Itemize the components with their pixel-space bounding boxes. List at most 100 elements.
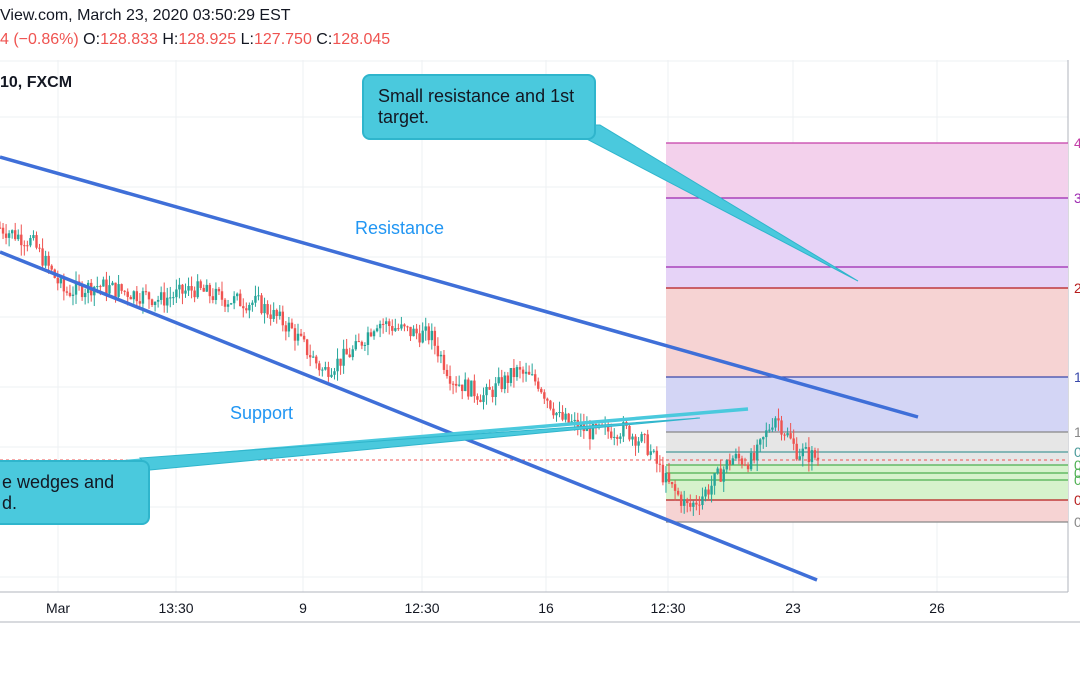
candle-body <box>521 369 525 374</box>
candle-body <box>804 447 808 449</box>
candle-body <box>308 355 312 358</box>
candle-body <box>415 328 418 334</box>
candle-body <box>153 301 157 306</box>
candle-body <box>482 395 485 402</box>
candle-body <box>418 333 421 343</box>
candle-body <box>62 278 66 292</box>
candle-body <box>430 330 434 341</box>
fib-level-label: 0 <box>1074 457 1080 473</box>
candle-body <box>144 291 148 293</box>
candle-body <box>719 468 722 482</box>
candle-body <box>381 323 385 325</box>
fib-zone <box>666 473 1068 480</box>
candle-body <box>117 284 120 297</box>
candle-body <box>667 472 671 482</box>
candle-body <box>126 291 129 297</box>
symbol-label: 10, FXCM <box>0 74 73 91</box>
callout-resistance-target[interactable]: Small resistance and 1st target. <box>362 74 596 140</box>
candle-body <box>141 291 145 304</box>
candle-body <box>679 494 683 506</box>
candle-body <box>129 296 132 300</box>
candle-body <box>287 322 291 332</box>
candle-body <box>384 321 388 325</box>
candle-body <box>229 303 233 305</box>
resistance-trendline <box>0 155 919 419</box>
candle-body <box>80 284 84 298</box>
open-value: 128.833 <box>100 31 158 48</box>
candle-body <box>275 309 278 317</box>
candle-body <box>695 502 698 505</box>
candle-body <box>743 464 747 466</box>
candle-body <box>783 434 786 436</box>
candle-body <box>445 369 449 377</box>
candle-body <box>318 363 321 371</box>
candle-body <box>391 326 394 331</box>
candle-body <box>740 458 744 465</box>
candle-body <box>83 292 87 298</box>
callout-wedges[interactable]: e wedges and d. <box>0 460 150 525</box>
candle-body <box>281 311 285 326</box>
close-value: 128.045 <box>332 31 391 48</box>
candle-body <box>315 356 318 364</box>
candle-body <box>269 314 272 319</box>
candle-body <box>245 308 248 311</box>
candle-body <box>226 304 230 307</box>
candle-body <box>138 301 142 304</box>
candle-body <box>461 384 464 392</box>
candle-body <box>506 375 510 383</box>
candle-body <box>333 371 336 375</box>
x-tick-label: 9 <box>299 600 307 616</box>
candle-body <box>813 450 817 458</box>
candle-body <box>394 328 397 331</box>
candle-body <box>616 436 619 439</box>
candle-body <box>567 413 570 423</box>
candle-body <box>628 425 631 440</box>
candle-body <box>670 481 674 485</box>
candle-body <box>722 469 725 482</box>
candle-body <box>56 277 59 284</box>
candle-body <box>810 450 814 463</box>
candle-body <box>360 341 364 346</box>
candle-body <box>755 444 759 461</box>
candle-body <box>324 367 327 370</box>
candle-body <box>412 328 415 337</box>
candle-body <box>74 281 78 295</box>
candle-body <box>166 297 169 306</box>
candle-body <box>187 286 190 291</box>
candle-body <box>50 265 53 270</box>
candle-body <box>652 450 655 452</box>
candle-body <box>375 328 379 332</box>
candle-body <box>108 285 111 294</box>
candle-body <box>178 284 181 290</box>
candle-body <box>205 284 208 292</box>
candle-body <box>354 341 357 350</box>
candle-body <box>689 503 692 507</box>
support-label[interactable]: Support <box>230 403 294 423</box>
candle-body <box>232 296 236 304</box>
candle-body <box>555 412 558 416</box>
candle-body <box>503 375 506 390</box>
candle-body <box>655 450 659 464</box>
candle-body <box>159 292 163 300</box>
candle-body <box>302 335 306 340</box>
x-tick-label: 16 <box>538 600 554 616</box>
candle-body <box>312 356 315 358</box>
candle-body <box>14 230 17 240</box>
candle-body <box>284 325 288 332</box>
candle-body <box>540 388 543 393</box>
candle-body <box>433 330 437 346</box>
resistance-label[interactable]: Resistance <box>355 218 445 238</box>
candle-body <box>518 367 522 370</box>
candle-body <box>409 326 412 337</box>
candle-body <box>35 235 38 248</box>
candle-body <box>573 419 576 422</box>
candle-body <box>454 383 458 386</box>
candle-body <box>676 490 680 495</box>
candle-body <box>266 304 269 315</box>
candle-body <box>436 345 440 357</box>
candle-body <box>71 294 75 296</box>
candle-body <box>357 341 361 343</box>
candle-body <box>202 287 205 292</box>
candle-body <box>795 443 798 460</box>
candle-body <box>701 496 704 506</box>
